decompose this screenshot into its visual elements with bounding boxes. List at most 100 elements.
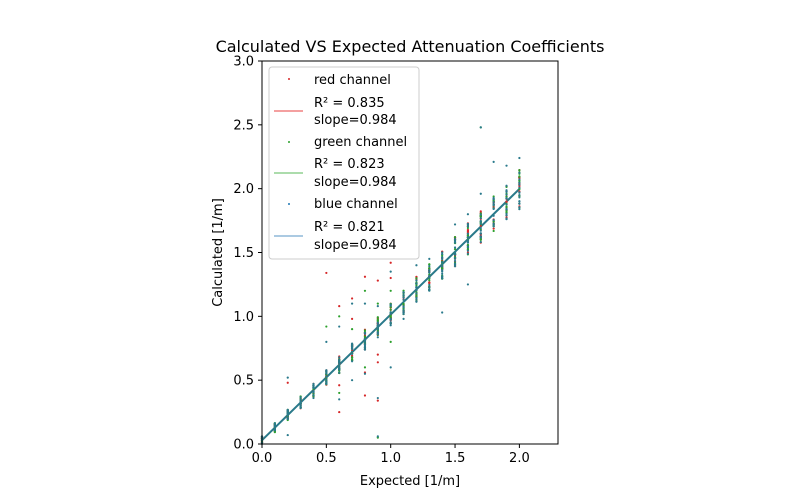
- data-point-green: [402, 289, 405, 292]
- data-point-blue: [518, 178, 521, 181]
- data-point-blue: [466, 252, 470, 255]
- data-point-blue: [453, 246, 457, 249]
- data-point-blue: [299, 406, 302, 410]
- data-point-blue: [312, 394, 315, 397]
- x-tick-label: 1.5: [445, 451, 466, 466]
- data-point-blue: [479, 222, 482, 225]
- data-point-blue: [415, 282, 418, 285]
- data-point-blue: [350, 379, 354, 382]
- data-point-blue: [466, 241, 470, 244]
- data-point-blue: [415, 279, 418, 282]
- data-point-blue: [363, 302, 367, 305]
- data-point-blue: [325, 381, 328, 385]
- data-point-blue: [402, 294, 405, 297]
- data-point-blue: [376, 322, 379, 325]
- data-point-red: [350, 317, 354, 320]
- data-point-blue: [505, 197, 508, 200]
- data-point-red: [492, 227, 495, 230]
- data-point-blue: [299, 401, 302, 404]
- data-point-blue: [273, 427, 276, 430]
- data-point-blue: [479, 240, 482, 244]
- data-point-blue: [299, 403, 302, 406]
- data-point-blue: [350, 360, 354, 363]
- data-point-blue: [441, 257, 444, 261]
- data-point-red: [338, 384, 341, 387]
- data-point-blue: [299, 396, 302, 399]
- data-point-blue: [389, 322, 392, 325]
- data-point-blue: [376, 435, 379, 438]
- data-point-red: [286, 381, 289, 384]
- data-point-blue: [415, 300, 418, 303]
- legend-label-green: green channel: [314, 135, 407, 150]
- data-point-blue: [479, 217, 482, 220]
- data-point-blue: [479, 229, 482, 232]
- data-point-blue: [453, 259, 457, 263]
- data-point-blue: [389, 312, 392, 316]
- data-point-blue: [453, 253, 457, 256]
- y-tick-label: 0.5: [233, 374, 254, 389]
- data-point-blue: [518, 200, 521, 203]
- data-point-blue: [428, 276, 431, 279]
- data-point-blue: [479, 226, 482, 230]
- data-point-green: [415, 277, 418, 280]
- data-point-blue: [338, 398, 341, 401]
- legend-marker-red: [288, 78, 290, 80]
- data-point-blue: [376, 328, 379, 331]
- chart-title: Calculated VS Expected Attenuation Coeff…: [216, 37, 605, 56]
- data-point-blue: [492, 207, 495, 210]
- data-point-blue: [273, 422, 276, 426]
- data-point-blue: [453, 265, 457, 268]
- legend-slope-red: slope=0.984: [314, 113, 397, 128]
- data-point-blue: [492, 222, 495, 225]
- data-point-blue: [312, 396, 315, 400]
- data-point-blue: [402, 296, 405, 299]
- data-point-blue: [415, 296, 418, 299]
- data-point-blue: [479, 192, 482, 195]
- data-point-blue: [338, 359, 341, 362]
- data-point-blue: [376, 396, 379, 400]
- data-point-blue: [479, 236, 482, 239]
- data-point-blue: [466, 232, 470, 235]
- data-point-blue: [325, 380, 328, 383]
- data-point-green: [492, 229, 495, 233]
- data-point-blue: [518, 196, 521, 199]
- x-tick-label: 0.0: [252, 451, 273, 466]
- data-point-blue: [350, 352, 354, 355]
- data-point-blue: [389, 270, 392, 273]
- data-point-blue: [415, 292, 418, 295]
- data-point-blue: [312, 384, 315, 387]
- data-point-green: [428, 279, 431, 282]
- y-tick-label: 3.0: [233, 55, 254, 70]
- data-point-red: [389, 276, 392, 280]
- data-point-blue: [441, 272, 444, 275]
- data-point-blue: [518, 156, 521, 160]
- data-point-blue: [453, 240, 457, 243]
- data-point-green: [363, 366, 367, 369]
- data-point-blue: [441, 263, 444, 266]
- data-point-blue: [505, 203, 508, 206]
- data-point-blue: [338, 361, 341, 364]
- data-point-blue: [505, 193, 508, 196]
- data-point-blue: [376, 336, 379, 339]
- data-points: [260, 126, 521, 446]
- data-point-blue: [389, 366, 392, 369]
- data-point-blue: [518, 202, 521, 205]
- data-point-blue: [428, 283, 431, 286]
- x-tick-label: 1.0: [380, 451, 401, 466]
- data-point-blue: [492, 214, 495, 217]
- y-tick-label: 1.5: [233, 246, 254, 261]
- data-point-blue: [325, 378, 328, 381]
- data-point-blue: [402, 298, 405, 302]
- legend-r2-green: R² = 0.823: [314, 157, 385, 172]
- data-point-blue: [376, 305, 379, 308]
- data-point-blue: [286, 416, 289, 419]
- y-tick-label: 0.0: [233, 438, 254, 453]
- data-point-blue: [338, 371, 341, 374]
- x-tick-label: 2.0: [509, 451, 530, 466]
- data-point-blue: [453, 238, 457, 241]
- data-point-blue: [325, 375, 328, 378]
- data-point-blue: [505, 214, 508, 217]
- data-point-blue: [415, 288, 418, 291]
- data-point-blue: [376, 326, 379, 329]
